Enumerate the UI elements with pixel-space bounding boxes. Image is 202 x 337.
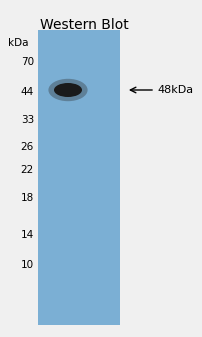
Text: kDa: kDa: [8, 38, 28, 48]
Text: 44: 44: [21, 87, 34, 97]
Text: 26: 26: [21, 142, 34, 152]
Text: 48kDa: 48kDa: [156, 85, 192, 95]
Text: 22: 22: [21, 165, 34, 175]
Bar: [38, 30, 119, 325]
Text: 70: 70: [21, 57, 34, 67]
Text: Western Blot: Western Blot: [39, 18, 128, 32]
Text: 33: 33: [21, 115, 34, 125]
Text: 14: 14: [21, 230, 34, 240]
Ellipse shape: [54, 83, 82, 97]
Ellipse shape: [48, 79, 87, 101]
Text: 10: 10: [21, 260, 34, 270]
Text: 18: 18: [21, 193, 34, 203]
